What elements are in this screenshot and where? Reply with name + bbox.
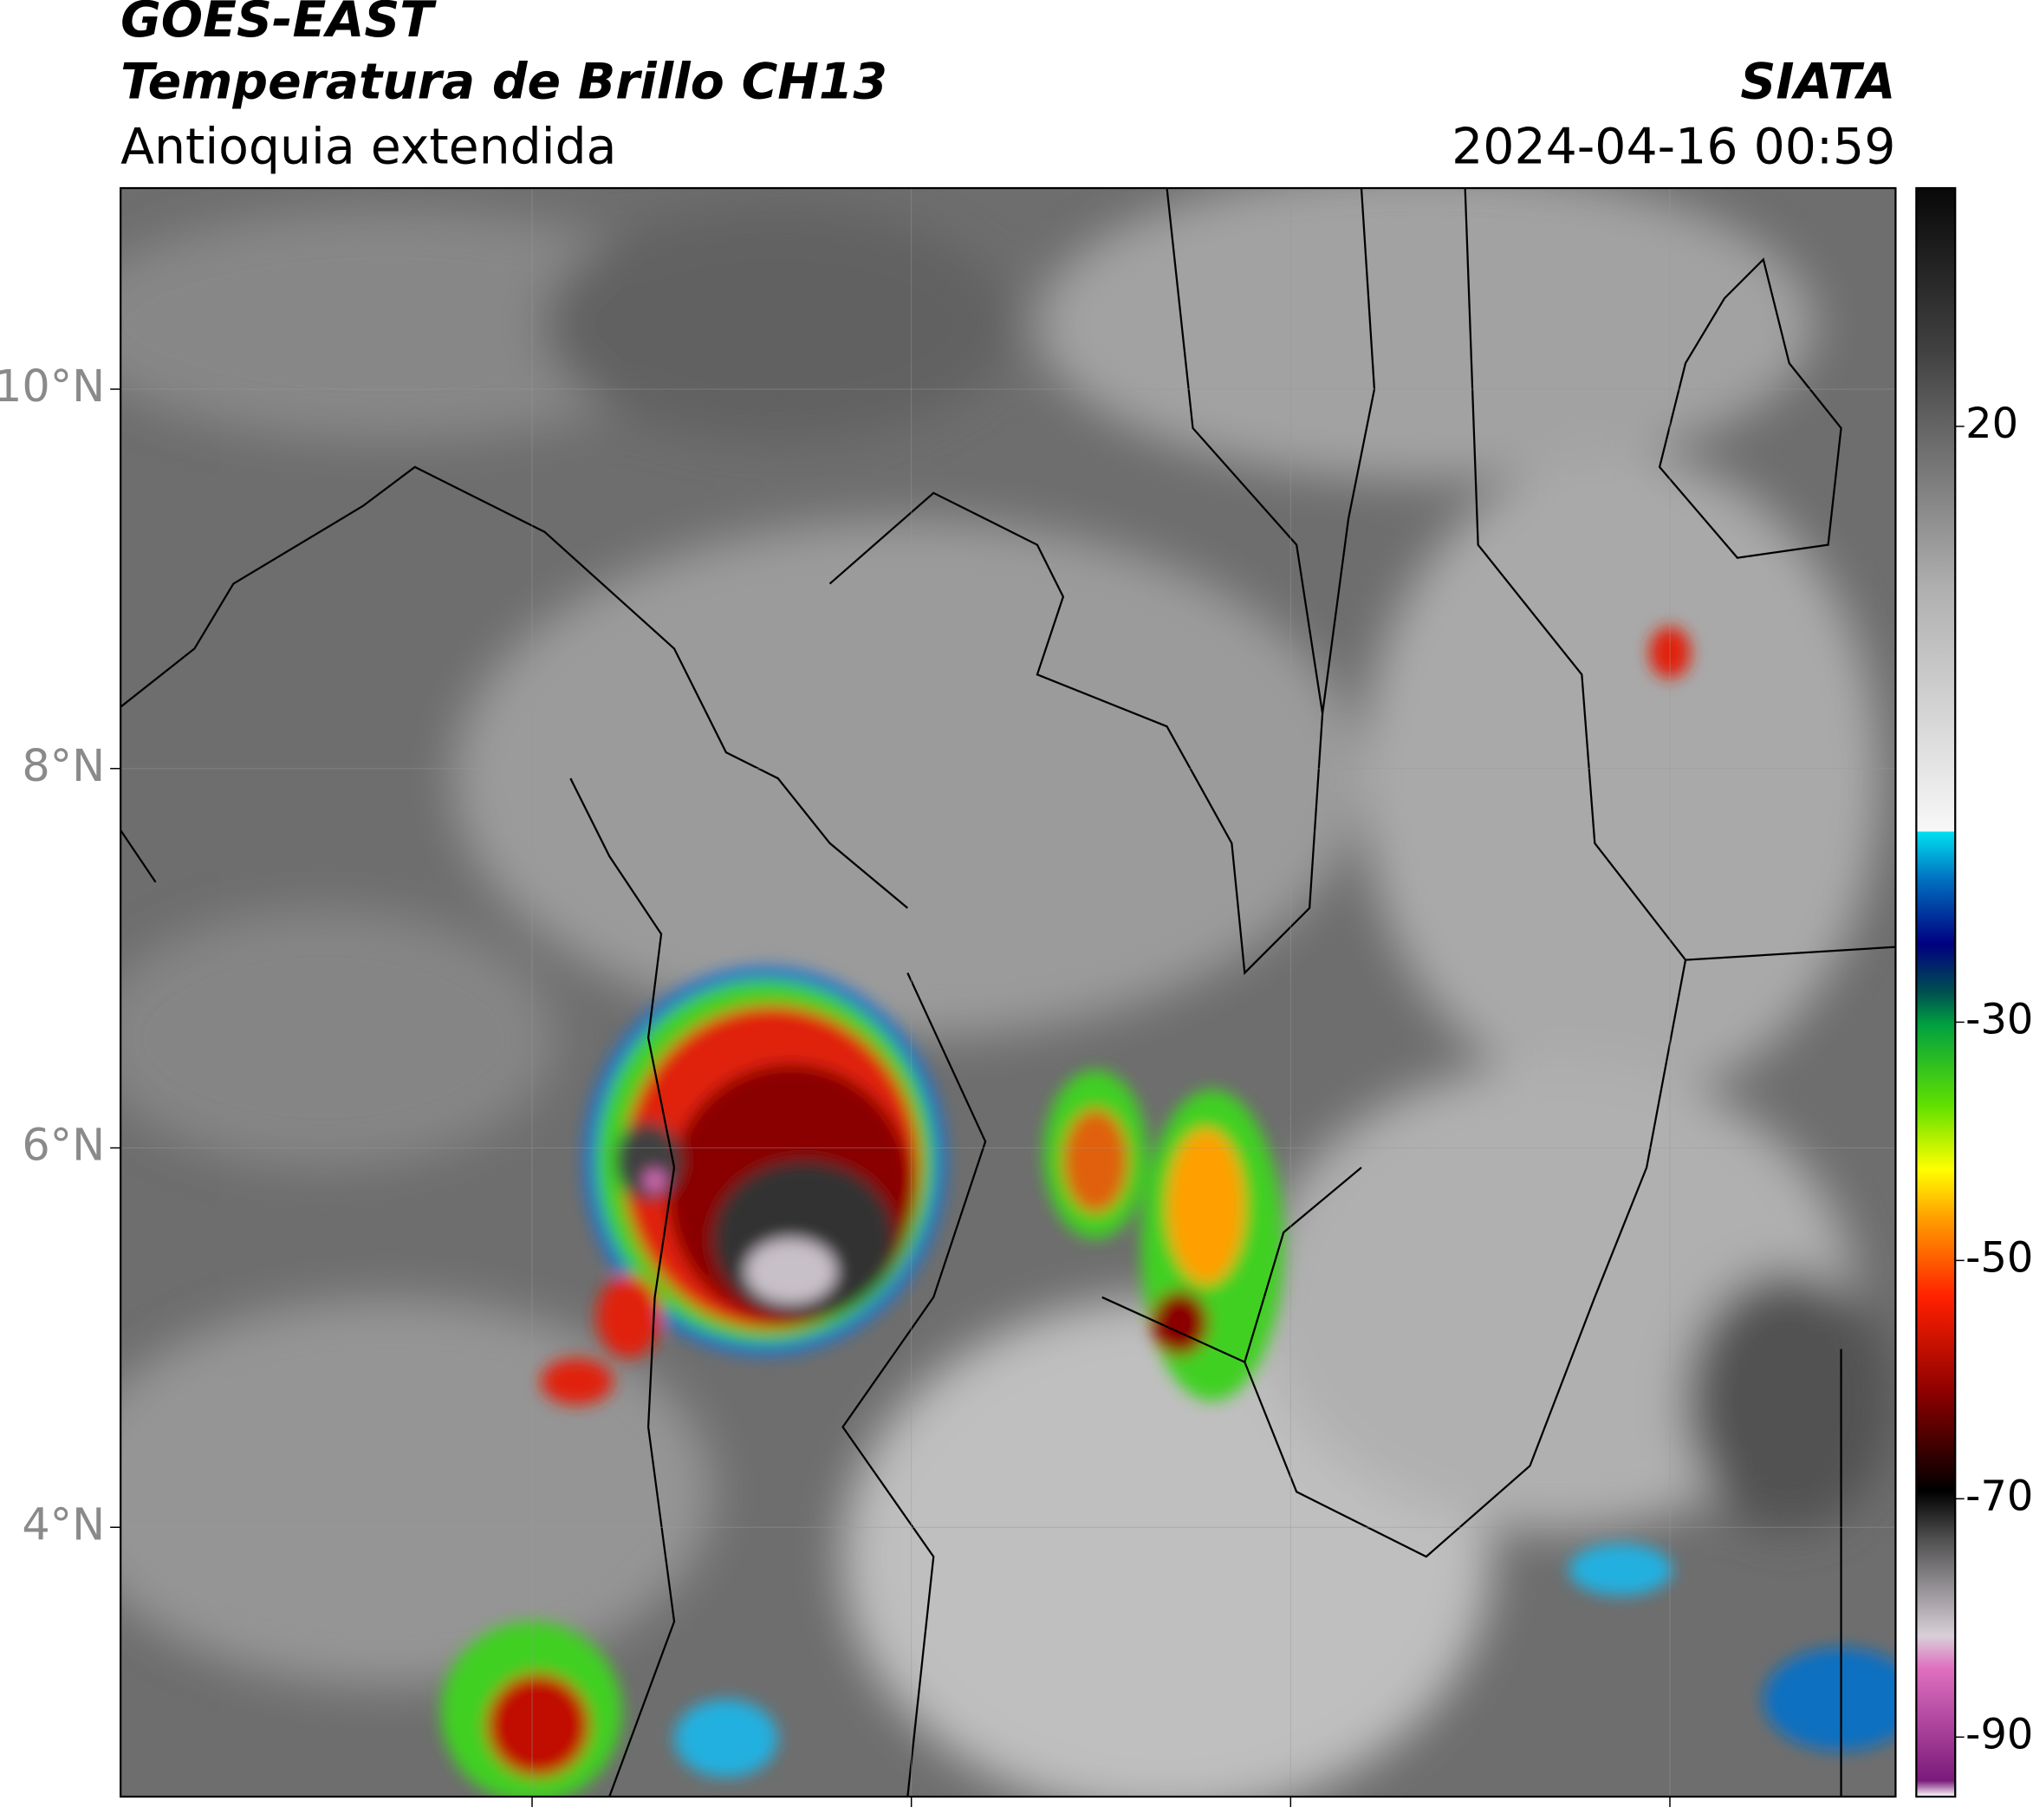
source: SIATA — [1740, 54, 1895, 111]
datetime: 2024-04-16 00:59 — [1452, 119, 1895, 176]
colorbar-label: -70 — [1965, 1472, 2033, 1520]
title: GOES-EAST — [120, 0, 437, 49]
y-tick-label: 4°N — [22, 1498, 105, 1550]
colorbar-label: -50 — [1965, 1234, 2033, 1282]
colorbar — [1915, 186, 1957, 1798]
region: Antioquia extendida — [120, 119, 616, 176]
subtitle: Temperatura de Brillo CH13 — [120, 54, 887, 111]
y-tick-label: 8°N — [22, 740, 105, 791]
y-tick-label: 6°N — [22, 1120, 105, 1171]
colorbar-label: -30 — [1965, 996, 2033, 1043]
map-frame — [120, 186, 1897, 1798]
satellite-image — [120, 188, 1896, 1797]
y-tick-label: 10°N — [0, 361, 105, 412]
colorbar-label: 20 — [1965, 400, 2018, 448]
colorbar-label: -90 — [1965, 1711, 2033, 1758]
